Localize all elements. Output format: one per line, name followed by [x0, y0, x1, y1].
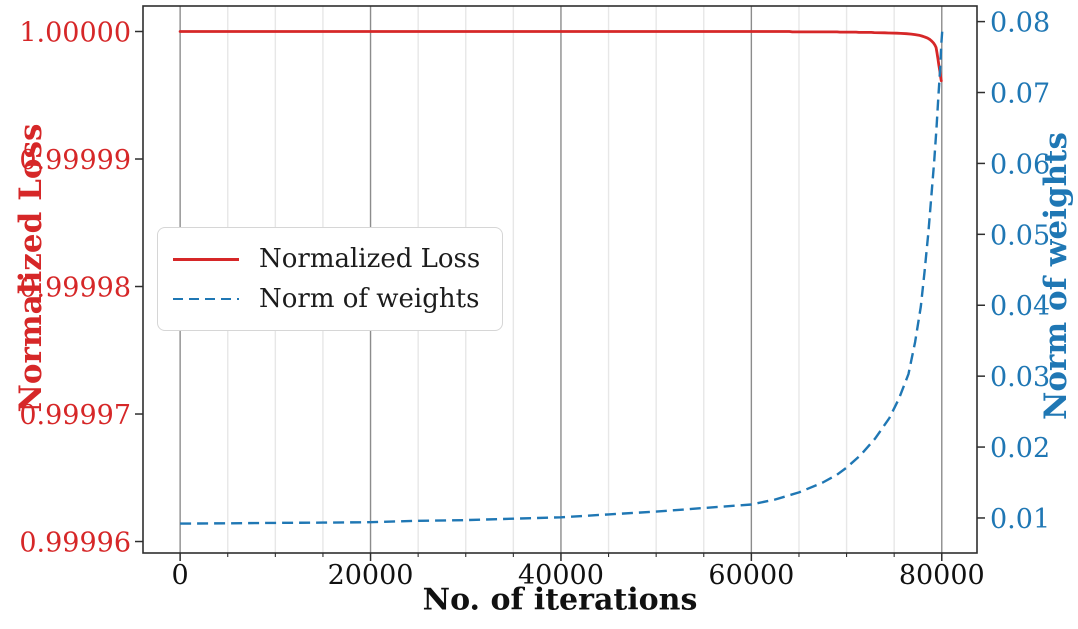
y-left-tick-label: 0.99998	[19, 273, 131, 304]
y-left-tick-label: 0.99996	[19, 528, 131, 559]
x-tick-label: 60000	[708, 560, 794, 591]
y-left-tick-label: 1.00000	[19, 18, 131, 49]
legend-entry-normalized-loss: Normalized Loss	[158, 246, 502, 272]
x-tick-label: 40000	[518, 560, 604, 591]
y-right-tick-label: 0.05	[990, 220, 1050, 251]
y-right-tick-label: 0.01	[990, 504, 1050, 535]
right-axis-title: Norm of weights	[1038, 132, 1074, 420]
normalized-loss-line	[178, 30, 943, 83]
y-right-tick-label: 0.06	[990, 149, 1050, 180]
norm-of-weights-line	[180, 30, 944, 525]
legend: Normalized Loss Norm of weights	[157, 227, 503, 331]
y-right-tick-label: 0.02	[990, 433, 1050, 464]
legend-label-normalized-loss: Normalized Loss	[259, 244, 481, 274]
y-right-tick-label: 0.07	[990, 79, 1050, 110]
x-axis-title: No. of iterations	[422, 582, 698, 618]
normalized-loss-line-sample	[173, 257, 239, 261]
legend-label-norm-of-weights: Norm of weights	[259, 284, 480, 314]
y-right-tick-label: 0.03	[990, 362, 1050, 393]
x-tick-label: 0	[172, 560, 189, 591]
y-left-tick-label: 0.99999	[19, 145, 131, 176]
x-tick-label: 20000	[328, 560, 414, 591]
left-axis-title: Normalized Loss	[13, 123, 49, 413]
y-right-tick-label: 0.04	[990, 291, 1050, 322]
legend-entry-norm-of-weights: Norm of weights	[158, 286, 502, 312]
norm-of-weights-line-sample	[173, 297, 239, 301]
axes-spines	[142, 5, 978, 554]
y-left-tick-label: 0.99997	[19, 400, 131, 431]
x-tick-label: 80000	[899, 560, 985, 591]
y-right-tick-label: 0.08	[990, 8, 1050, 39]
